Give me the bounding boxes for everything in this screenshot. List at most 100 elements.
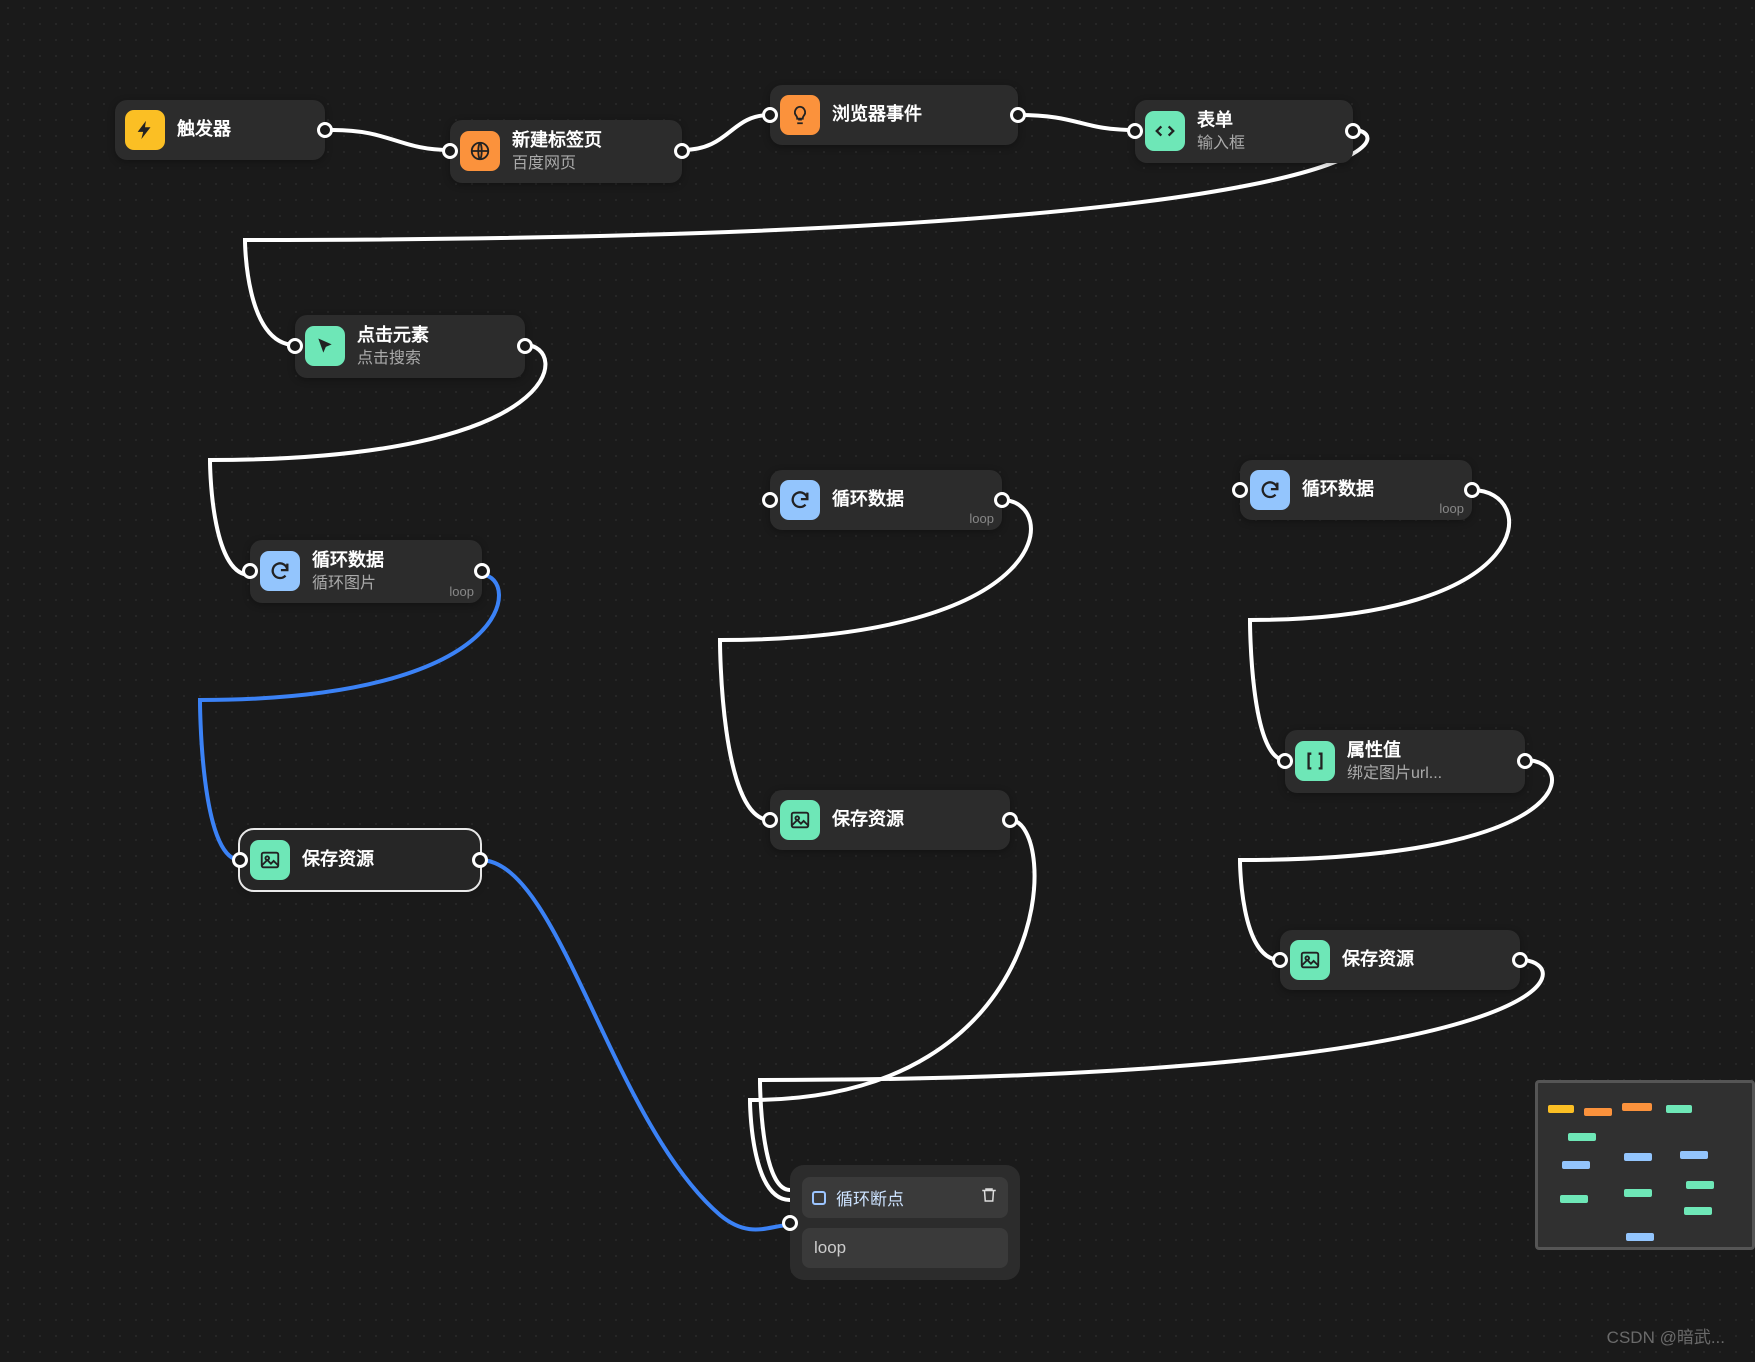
port-out[interactable] (317, 122, 333, 138)
breakpoint-header: 循环断点 (802, 1177, 1008, 1218)
minimap-blip (1548, 1105, 1574, 1113)
node-badge: loop (969, 511, 994, 526)
port-in[interactable] (782, 1215, 798, 1231)
port-out[interactable] (1002, 812, 1018, 828)
minimap-blip (1622, 1103, 1652, 1111)
port-out[interactable] (1345, 123, 1361, 139)
port-in[interactable] (1127, 123, 1143, 139)
port-in[interactable] (242, 563, 258, 579)
port-in[interactable] (232, 852, 248, 868)
edge (1250, 490, 1509, 760)
port-out[interactable] (1464, 482, 1480, 498)
port-in[interactable] (1232, 482, 1248, 498)
node-subtitle: 绑定图片url... (1347, 764, 1442, 783)
minimap-blip (1686, 1181, 1714, 1189)
port-out[interactable] (1517, 753, 1533, 769)
minimap-blip (1568, 1133, 1596, 1141)
node-save1[interactable]: 保存资源 (240, 830, 480, 890)
node-badge: loop (449, 584, 474, 599)
port-out[interactable] (474, 563, 490, 579)
port-in[interactable] (1272, 952, 1288, 968)
node-form[interactable]: 表单输入框 (1135, 100, 1353, 163)
edge (750, 820, 1035, 1200)
node-title: 循环数据 (1302, 479, 1374, 501)
edge (720, 500, 1031, 820)
edge (480, 860, 790, 1229)
port-out[interactable] (994, 492, 1010, 508)
node-trigger[interactable]: 触发器 (115, 100, 325, 160)
edge (760, 960, 1543, 1190)
port-in[interactable] (287, 338, 303, 354)
node-newtab[interactable]: 新建标签页百度网页 (450, 120, 682, 183)
breakpoint-title: 循环断点 (836, 1185, 904, 1210)
minimap-blip (1624, 1153, 1652, 1161)
node-save3[interactable]: 保存资源 (1280, 930, 1520, 990)
node-subtitle: 点击搜索 (357, 349, 429, 368)
edges-layer (0, 0, 1755, 1362)
loop-icon (260, 551, 300, 591)
node-title: 保存资源 (1342, 949, 1414, 971)
minimap-blip (1626, 1233, 1654, 1241)
square-icon (812, 1191, 826, 1205)
minimap-blip (1666, 1105, 1692, 1113)
cursor-icon (305, 326, 345, 366)
bracket-icon (1295, 741, 1335, 781)
node-subtitle: 输入框 (1197, 134, 1245, 153)
port-in[interactable] (1277, 753, 1293, 769)
port-in[interactable] (762, 492, 778, 508)
node-loop1[interactable]: 循环数据循环图片 loop (250, 540, 482, 603)
node-title: 属性值 (1347, 740, 1442, 762)
minimap-blip (1680, 1151, 1708, 1159)
node-title: 新建标签页 (512, 130, 602, 152)
edge (682, 115, 770, 150)
node-loop3[interactable]: 循环数据 loop (1240, 460, 1472, 520)
flow-canvas[interactable]: 触发器新建标签页百度网页浏览器事件表单输入框点击元素点击搜索循环数据循环图片lo… (0, 0, 1755, 1362)
port-in[interactable] (762, 107, 778, 123)
minimap-blip (1560, 1195, 1588, 1203)
node-badge: loop (1439, 501, 1464, 516)
node-title: 保存资源 (302, 849, 374, 871)
node-title: 循环数据 (312, 550, 384, 572)
port-out[interactable] (517, 338, 533, 354)
delete-icon[interactable] (980, 1186, 998, 1209)
minimap-blip (1562, 1161, 1590, 1169)
minimap-blip (1584, 1108, 1612, 1116)
port-out[interactable] (472, 852, 488, 868)
node-title: 点击元素 (357, 325, 429, 347)
loop-icon (1250, 470, 1290, 510)
watermark: CSDN @暗武... (1607, 1323, 1725, 1348)
node-attr[interactable]: 属性值绑定图片url... (1285, 730, 1525, 793)
loop-icon (780, 480, 820, 520)
node-title: 保存资源 (832, 809, 904, 831)
port-in[interactable] (762, 812, 778, 828)
edge (1018, 115, 1135, 130)
minimap-blip (1624, 1189, 1652, 1197)
bulb-icon (780, 95, 820, 135)
node-title: 浏览器事件 (832, 104, 922, 126)
edge (200, 575, 499, 860)
image-icon (1290, 940, 1330, 980)
image-icon (780, 800, 820, 840)
node-click[interactable]: 点击元素点击搜索 (295, 315, 525, 378)
node-loop2[interactable]: 循环数据 loop (770, 470, 1002, 530)
node-subtitle: 百度网页 (512, 154, 602, 173)
port-in[interactable] (442, 143, 458, 159)
image-icon (250, 840, 290, 880)
node-title: 触发器 (177, 119, 231, 141)
minimap-blip (1684, 1207, 1712, 1215)
breakpoint-input[interactable] (802, 1228, 1008, 1268)
edge (333, 130, 450, 150)
node-title: 表单 (1197, 110, 1245, 132)
node-subtitle: 循环图片 (312, 574, 384, 593)
minimap[interactable] (1535, 1080, 1755, 1250)
port-out[interactable] (1010, 107, 1026, 123)
port-out[interactable] (1512, 952, 1528, 968)
port-out[interactable] (674, 143, 690, 159)
code-icon (1145, 111, 1185, 151)
breakpoint-node[interactable]: 循环断点 (790, 1165, 1020, 1280)
globe-icon (460, 131, 500, 171)
node-save2[interactable]: 保存资源 (770, 790, 1010, 850)
node-browser[interactable]: 浏览器事件 (770, 85, 1018, 145)
node-title: 循环数据 (832, 489, 904, 511)
bolt-icon (125, 110, 165, 150)
